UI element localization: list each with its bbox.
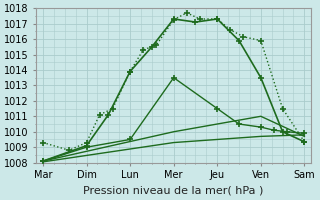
X-axis label: Pression niveau de la mer( hPa ): Pression niveau de la mer( hPa ) (84, 186, 264, 196)
